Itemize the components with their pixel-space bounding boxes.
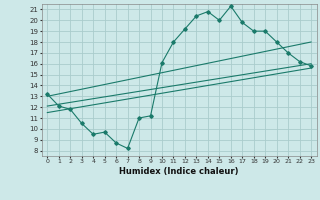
X-axis label: Humidex (Indice chaleur): Humidex (Indice chaleur) <box>119 167 239 176</box>
